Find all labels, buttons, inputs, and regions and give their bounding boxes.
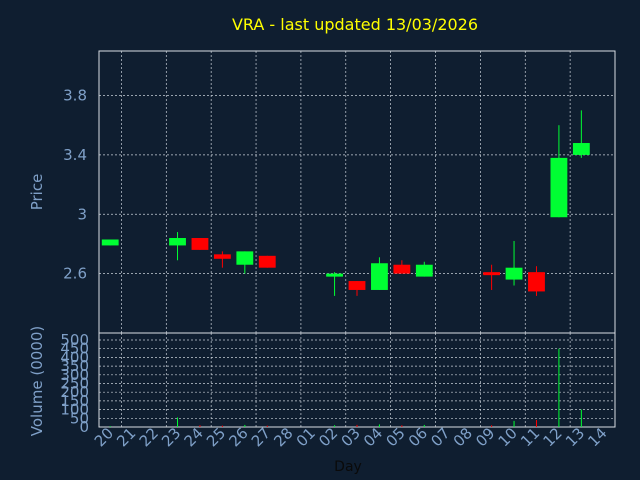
candle (550, 125, 568, 218)
candle-body (572, 143, 590, 155)
candle-body (101, 239, 119, 246)
candle-body (326, 273, 343, 277)
volume-tick-label: 200 (60, 383, 89, 401)
candle-body (528, 272, 545, 292)
volume-tick-label: 400 (60, 348, 89, 366)
volume-tick-label: 100 (60, 401, 89, 419)
candle-body (483, 272, 501, 276)
volume-tick-label: 50 (70, 409, 89, 427)
price-panel: 2.6 3 3.4 3.8 Price (28, 50, 616, 334)
volume-tick-label: 250 (60, 375, 89, 393)
candle (326, 272, 343, 296)
candles (101, 110, 590, 296)
candle (191, 238, 209, 250)
candle-body (415, 264, 433, 277)
volume-tick-label: 150 (60, 392, 89, 410)
candle-body (236, 251, 254, 265)
candle (505, 240, 523, 286)
candle (393, 260, 411, 274)
price-tick-label: 3.8 (63, 87, 87, 105)
price-tick-label: 3 (77, 205, 87, 223)
volume-tick-label: 350 (60, 357, 89, 375)
candle (169, 232, 186, 261)
volume-tick-label: 0 (79, 418, 89, 436)
candle-body (258, 255, 276, 268)
candle-body (371, 263, 388, 290)
candle-body (191, 238, 209, 250)
candle (101, 239, 119, 246)
candle (371, 257, 388, 290)
candle (572, 110, 590, 158)
chart-title: VRA - last updated 13/03/2026 (232, 15, 478, 34)
volume-grid (99, 333, 615, 427)
price-tick-labels: 2.6 3 3.4 3.8 (63, 87, 87, 283)
candle (483, 264, 501, 290)
volume-bars (109, 348, 582, 427)
x-tick-labels: 2021222324252627280102030405060708091011… (91, 424, 611, 450)
x-axis-label: Day (334, 459, 362, 475)
volume-plot-frame (98, 332, 616, 428)
candle-body (550, 157, 568, 218)
price-axis-label: Price (28, 174, 46, 211)
candle (415, 261, 433, 277)
candle (236, 251, 254, 274)
candle (258, 255, 276, 268)
candle (528, 266, 545, 296)
candle-body (348, 281, 366, 290)
candle-body (213, 254, 231, 259)
candle (213, 251, 231, 268)
candle-body (393, 264, 411, 274)
volume-tick-label: 450 (60, 340, 89, 358)
price-tick-label: 2.6 (63, 265, 87, 283)
candle (348, 281, 366, 296)
candle-body (169, 238, 186, 246)
volume-axis-label: Volume (0000) (28, 326, 46, 436)
volume-tick-label: 300 (60, 366, 89, 384)
x-tick-label: 14 (584, 424, 610, 450)
candle-body (505, 267, 523, 280)
volume-tick-label: 500 (60, 331, 89, 349)
price-tick-label: 3.4 (63, 146, 87, 164)
